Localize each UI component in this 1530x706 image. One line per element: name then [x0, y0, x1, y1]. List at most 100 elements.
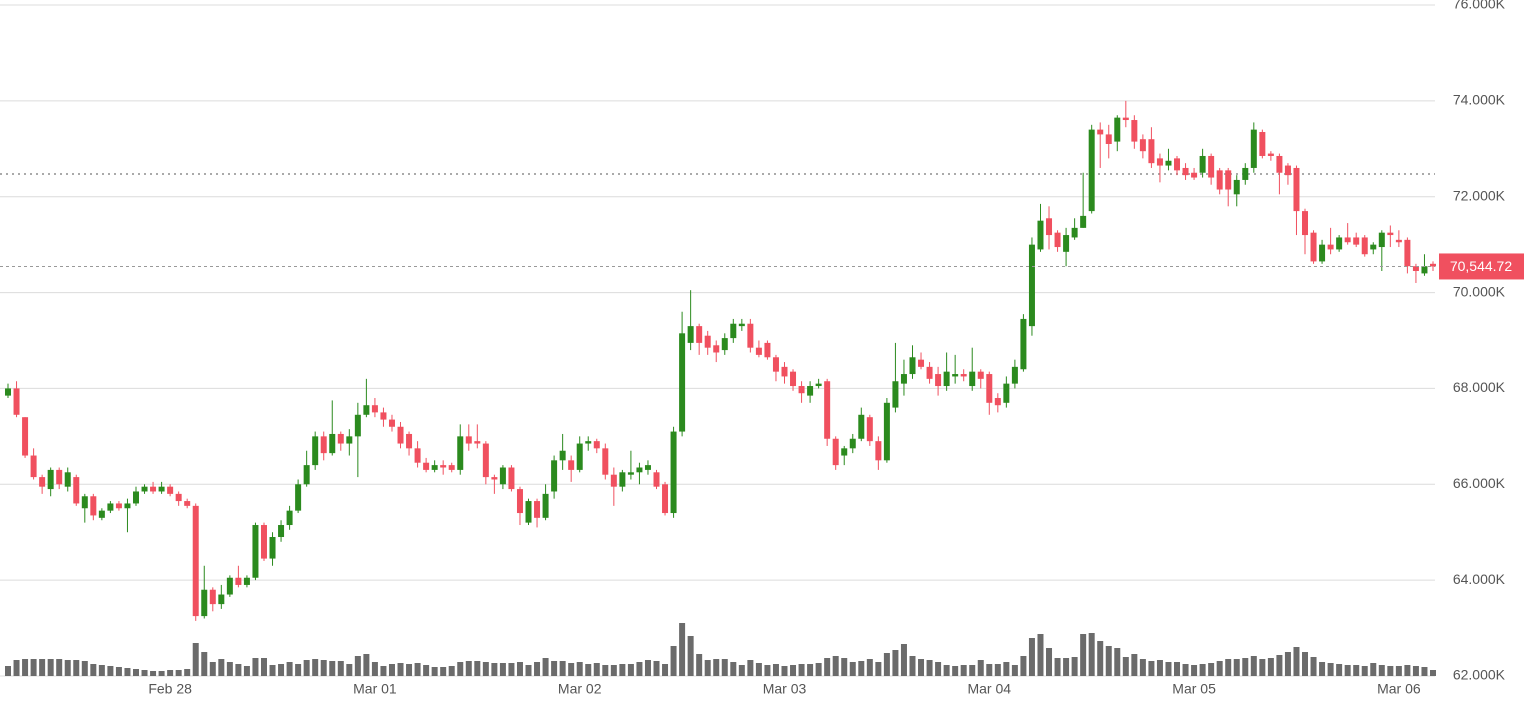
volume-bar — [559, 661, 566, 676]
volume-bar — [1156, 660, 1163, 676]
volume-bar — [542, 658, 549, 676]
candle-body — [935, 374, 942, 387]
volume-bar — [1430, 670, 1436, 676]
candle-body — [303, 465, 310, 485]
candle-body — [918, 359, 925, 367]
candle-body — [1020, 318, 1027, 370]
candle-body — [1122, 117, 1129, 121]
candle-body — [243, 577, 250, 585]
candle-body — [81, 496, 88, 509]
volume-bar — [909, 656, 916, 676]
volume-bar — [278, 664, 285, 676]
candle-body — [585, 441, 592, 444]
volume-bar — [30, 659, 37, 676]
volume-bar — [1233, 659, 1240, 676]
candle-body — [849, 438, 856, 449]
candle-body — [64, 472, 71, 487]
candle-body — [218, 594, 225, 605]
volume-bar — [644, 660, 651, 676]
volume-bar — [1370, 663, 1377, 676]
candle-body — [252, 525, 259, 578]
volume-bar — [1404, 665, 1411, 676]
volume-bar — [1199, 664, 1206, 676]
volume-bar — [5, 666, 11, 676]
x-tick-label: Mar 04 — [967, 681, 1011, 697]
volume-bar — [636, 662, 643, 676]
candle-body — [132, 491, 139, 504]
candle-body — [1293, 167, 1300, 212]
volume-bar — [807, 664, 814, 676]
candle-body — [278, 525, 285, 538]
candle-body — [295, 484, 302, 511]
volume-bar — [1105, 646, 1112, 676]
volume-bar — [1097, 641, 1104, 676]
volume-bar — [1122, 657, 1129, 676]
candle-body — [866, 417, 873, 442]
candle-body — [1071, 227, 1078, 238]
candle-body — [1097, 129, 1104, 135]
volume-bar — [465, 661, 472, 676]
volume-bar — [1344, 665, 1351, 676]
candle-body — [260, 525, 267, 559]
candle-body — [679, 333, 686, 432]
candle-body — [713, 345, 720, 353]
volume-bar — [457, 662, 464, 676]
candle-body — [687, 326, 694, 343]
volume-bar — [516, 662, 523, 676]
volume-bar — [397, 663, 404, 676]
candle-body — [1242, 167, 1249, 180]
candle-body — [875, 441, 882, 461]
volume-bar — [508, 663, 515, 676]
candle-body — [568, 460, 575, 470]
volume-bar — [158, 671, 165, 676]
volume-bar — [772, 664, 779, 676]
candle-body — [670, 431, 677, 514]
volume-bar — [184, 669, 191, 676]
volume-bar — [687, 636, 694, 676]
volume-bar — [354, 656, 361, 676]
candle-body — [1344, 237, 1351, 243]
volume-bar — [1216, 661, 1223, 676]
candle-body — [525, 501, 532, 523]
volume-bar — [1020, 656, 1027, 676]
volume-bar — [815, 663, 822, 676]
candle-body — [619, 472, 626, 487]
volume-bar — [167, 670, 174, 676]
candle-body — [772, 357, 779, 372]
candle-body — [1233, 179, 1240, 195]
candle-body — [1284, 165, 1291, 176]
candle-body — [900, 374, 907, 384]
candle-body — [960, 374, 967, 377]
candle-body — [1003, 383, 1010, 403]
volume-bar — [1114, 648, 1121, 676]
volume-bar — [721, 659, 728, 676]
volume-bar — [269, 665, 276, 676]
volume-bar — [1191, 665, 1198, 676]
volume-bar — [252, 658, 259, 676]
volume-bar — [892, 650, 899, 676]
volume-bar — [150, 671, 157, 676]
candle-body — [721, 338, 728, 351]
volume-bar — [653, 661, 660, 676]
volume-bar — [312, 659, 319, 676]
volume-bar — [90, 664, 97, 676]
candle-body — [1370, 244, 1377, 250]
volume-bar — [1174, 662, 1181, 676]
candle-body — [491, 477, 498, 480]
volume-bar — [1276, 655, 1283, 676]
volume-bar — [107, 666, 114, 676]
candle-body — [1148, 139, 1155, 164]
candle-body — [1063, 235, 1070, 252]
candle-body — [1046, 218, 1053, 236]
volume-bar — [1088, 633, 1095, 676]
candle-body — [1165, 160, 1172, 166]
volume-bar — [260, 658, 267, 676]
x-tick-label: Mar 05 — [1172, 681, 1216, 697]
candle-body — [969, 371, 976, 387]
volume-bar — [320, 660, 327, 676]
candle-body — [235, 577, 242, 585]
volume-bar — [423, 665, 430, 676]
volume-bar — [295, 664, 302, 676]
candle-body — [696, 326, 703, 343]
